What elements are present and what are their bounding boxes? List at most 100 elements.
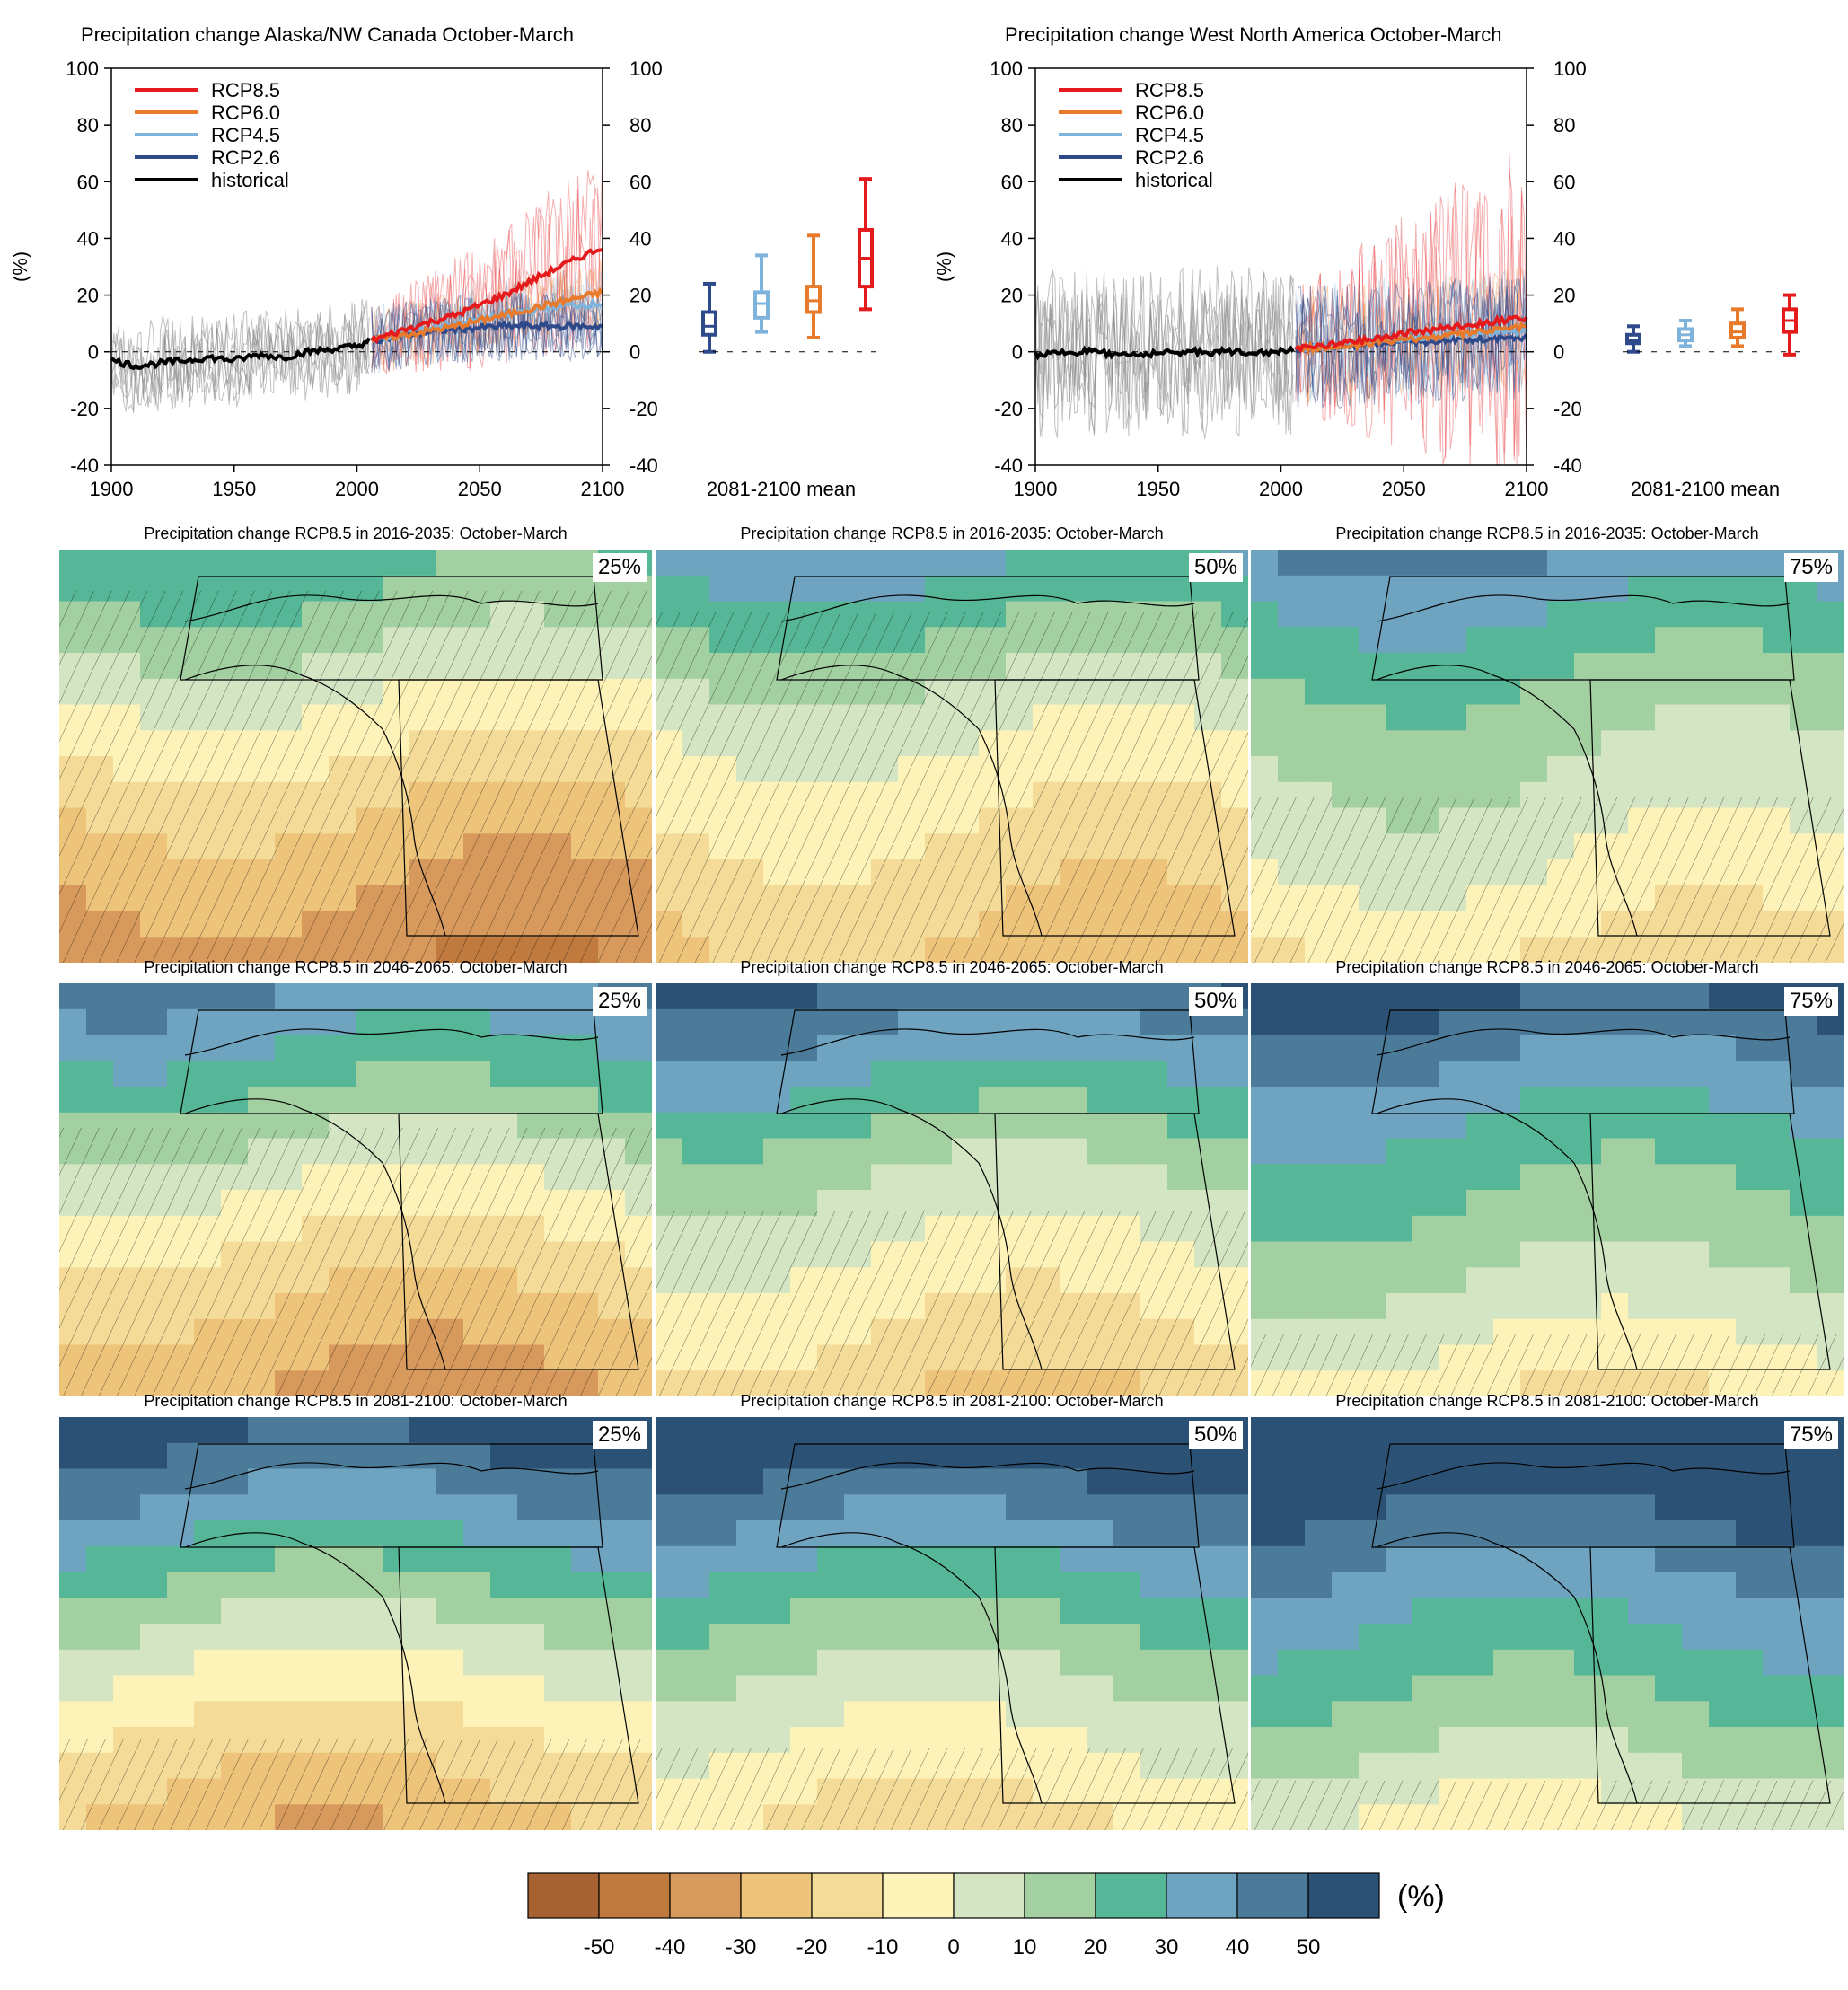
boxplot-rcp60	[805, 233, 822, 339]
y-tick-label-right: -40	[629, 454, 658, 477]
y-tick-label-right: -20	[629, 398, 658, 420]
map-field	[59, 1417, 652, 1830]
boxplot-rcp45	[753, 253, 770, 334]
coastline	[780, 1462, 1195, 1804]
map-panel: Precipitation change RCP8.5 in 2016-2035…	[59, 521, 652, 970]
colorbar: -50 -40 -30 -20 -10 0 10 20 30 40 50 (%)	[521, 1866, 1473, 1974]
y-tick-label: 20	[77, 285, 99, 307]
colorbar-swatch	[598, 1872, 671, 1919]
map-title: Precipitation change RCP8.5 in 2081-2100…	[740, 1392, 1164, 1410]
y-tick-label: -20	[994, 398, 1023, 420]
y-tick-label-right: 40	[629, 227, 651, 250]
map-field	[1251, 983, 1844, 1396]
boxplot-rcp60	[1729, 307, 1746, 348]
legend-entry: RCP8.5	[211, 79, 280, 101]
colorbar-swatch	[953, 1872, 1025, 1919]
region-box-alaska	[776, 576, 1200, 681]
map-grid: Precipitation change RCP8.5 in 2016-2035…	[0, 521, 1848, 1830]
region-box-alaska	[1371, 1443, 1795, 1548]
y-tick-label: 20	[1001, 285, 1023, 307]
series-line-historical	[1034, 345, 1295, 361]
series-line-rcp85	[370, 248, 603, 345]
colorbar-swatch	[1236, 1872, 1309, 1919]
percentile-label: 25%	[592, 553, 647, 582]
legend-entry: RCP2.6	[211, 146, 280, 169]
x-tick-label: 2050	[1382, 478, 1426, 500]
legend-entry: RCP8.5	[1135, 79, 1204, 101]
region-box-alaska	[180, 1443, 603, 1548]
colorbar-tick-label: -20	[796, 1935, 828, 1959]
legend-entry: RCP6.0	[1135, 101, 1204, 124]
y-tick-label-right: 100	[1553, 57, 1587, 80]
y-tick-label: 40	[1001, 227, 1023, 250]
y-tick-label-right: 20	[1553, 285, 1575, 307]
legend-entry: RCP4.5	[211, 124, 280, 146]
legend-entry: RCP6.0	[211, 101, 280, 124]
map-panel: Precipitation change RCP8.5 in 2016-2035…	[656, 521, 1248, 970]
coastline	[184, 594, 599, 937]
colorbar-tick-label: -50	[584, 1935, 615, 1959]
y-tick-label: 60	[77, 171, 99, 193]
colorbar-swatch	[1024, 1872, 1096, 1919]
boxplot-rcp85	[858, 177, 874, 312]
map-panel: Precipitation change RCP8.5 in 2046-2065…	[59, 955, 652, 1404]
colorbar-swatch	[1307, 1872, 1380, 1919]
x-tick-label: 1950	[212, 478, 256, 500]
x-tick-label: 1900	[1014, 478, 1058, 500]
percentile-label: 75%	[1783, 1421, 1838, 1449]
map-title: Precipitation change RCP8.5 in 2046-2065…	[740, 958, 1164, 976]
chart-title: Precipitation change Alaska/NW Canada Oc…	[81, 23, 574, 46]
future-spread	[371, 154, 603, 374]
colorbar-tick-label: -30	[726, 1935, 757, 1959]
colorbar-tick-label: -40	[655, 1935, 686, 1959]
map-title: Precipitation change RCP8.5 in 2081-2100…	[1335, 1392, 1759, 1410]
colorbar-tick-label: 20	[1084, 1935, 1108, 1959]
region-box-wna	[398, 679, 639, 937]
boxplot-rcp26	[701, 281, 717, 354]
colorbar-swatch	[1095, 1872, 1167, 1919]
colorbar-tick-label: 50	[1297, 1935, 1321, 1959]
significance-hatching	[1251, 1334, 1844, 1396]
chart-title: Precipitation change West North America …	[1005, 23, 1502, 46]
colorbar-swatch	[740, 1872, 813, 1919]
coastline	[1376, 594, 1791, 937]
colorbar-swatch	[669, 1872, 742, 1919]
boxplot-rcp26	[1625, 324, 1641, 354]
map-field	[59, 550, 652, 963]
y-tick-label-right: 60	[629, 171, 651, 193]
colorbar-swatch	[1166, 1872, 1238, 1919]
boxplot-label: 2081-2100 mean	[707, 478, 856, 500]
chart-alaska-svg: Precipitation change Alaska/NW Canada Oc…	[9, 23, 878, 500]
colorbar-svg: -50 -40 -30 -20 -10 0 10 20 30 40 50 (%)	[527, 1872, 1445, 1959]
map-panel: Precipitation change RCP8.5 in 2081-2100…	[1251, 1388, 1844, 1837]
y-tick-label: 60	[1001, 171, 1023, 193]
y-axis-label: (%)	[933, 251, 955, 282]
region-box-wna	[994, 679, 1236, 937]
boxplot-label: 2081-2100 mean	[1631, 478, 1780, 500]
percentile-label: 50%	[1188, 553, 1243, 582]
map-field	[656, 983, 1248, 1396]
y-tick-label: -20	[70, 398, 99, 420]
legend-entry: RCP4.5	[1135, 124, 1204, 146]
future-spread	[1295, 154, 1527, 466]
region-box-wna	[398, 1546, 639, 1804]
chart-wna-svg: Precipitation change West North America …	[933, 23, 1802, 500]
colorbar-tick-label: 40	[1226, 1935, 1250, 1959]
x-tick-label: 2100	[1505, 478, 1549, 500]
percentile-label: 50%	[1188, 1421, 1243, 1449]
map-panel: Precipitation change RCP8.5 in 2081-2100…	[59, 1388, 652, 1837]
region-box-wna	[1589, 1113, 1831, 1370]
plot-frame	[110, 67, 603, 466]
boxplot-rcp45	[1677, 318, 1694, 348]
y-tick-label-right: 80	[629, 114, 651, 136]
y-tick-label: 0	[88, 341, 99, 364]
region-box-alaska	[1371, 576, 1795, 681]
map-title: Precipitation change RCP8.5 in 2016-2035…	[144, 524, 568, 542]
percentile-label: 25%	[592, 987, 647, 1016]
y-tick-label-right: -20	[1553, 398, 1582, 420]
map-panel: Precipitation change RCP8.5 in 2046-2065…	[656, 955, 1248, 1404]
x-tick-label: 1900	[90, 478, 134, 500]
map-title: Precipitation change RCP8.5 in 2081-2100…	[144, 1392, 568, 1410]
map-field	[59, 983, 652, 1396]
map-panel: Precipitation change RCP8.5 in 2016-2035…	[1251, 521, 1844, 970]
